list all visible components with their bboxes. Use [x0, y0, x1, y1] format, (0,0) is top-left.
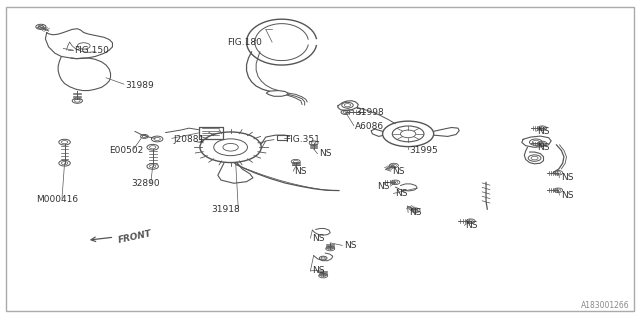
Text: J20881: J20881: [173, 135, 204, 144]
Text: NS: NS: [410, 208, 422, 217]
Text: NS: NS: [561, 173, 573, 182]
Text: NS: NS: [466, 221, 478, 230]
Text: NS: NS: [319, 149, 332, 158]
Text: 31918: 31918: [211, 205, 240, 214]
Text: NS: NS: [392, 167, 404, 176]
Text: A183001266: A183001266: [581, 301, 630, 310]
Text: NS: NS: [378, 182, 390, 191]
Text: NS: NS: [537, 127, 550, 136]
Text: M000416: M000416: [36, 195, 78, 204]
Text: FIG.180: FIG.180: [227, 38, 262, 47]
Text: FIG.351: FIG.351: [285, 135, 320, 144]
Text: A6086: A6086: [355, 122, 384, 131]
Text: 31998: 31998: [355, 108, 384, 117]
Text: E00502: E00502: [109, 146, 143, 155]
Text: NS: NS: [395, 189, 407, 198]
Text: 31989: 31989: [125, 81, 154, 90]
Text: FRONT: FRONT: [118, 229, 153, 245]
Text: NS: NS: [312, 234, 324, 243]
Text: NS: NS: [561, 190, 573, 200]
Text: NS: NS: [344, 241, 356, 250]
Text: 31995: 31995: [410, 146, 438, 155]
Text: 32890: 32890: [132, 180, 160, 188]
Text: FIG.150: FIG.150: [74, 45, 109, 55]
Text: NS: NS: [312, 266, 324, 276]
Text: NS: NS: [294, 167, 307, 176]
Text: NS: NS: [537, 143, 550, 152]
